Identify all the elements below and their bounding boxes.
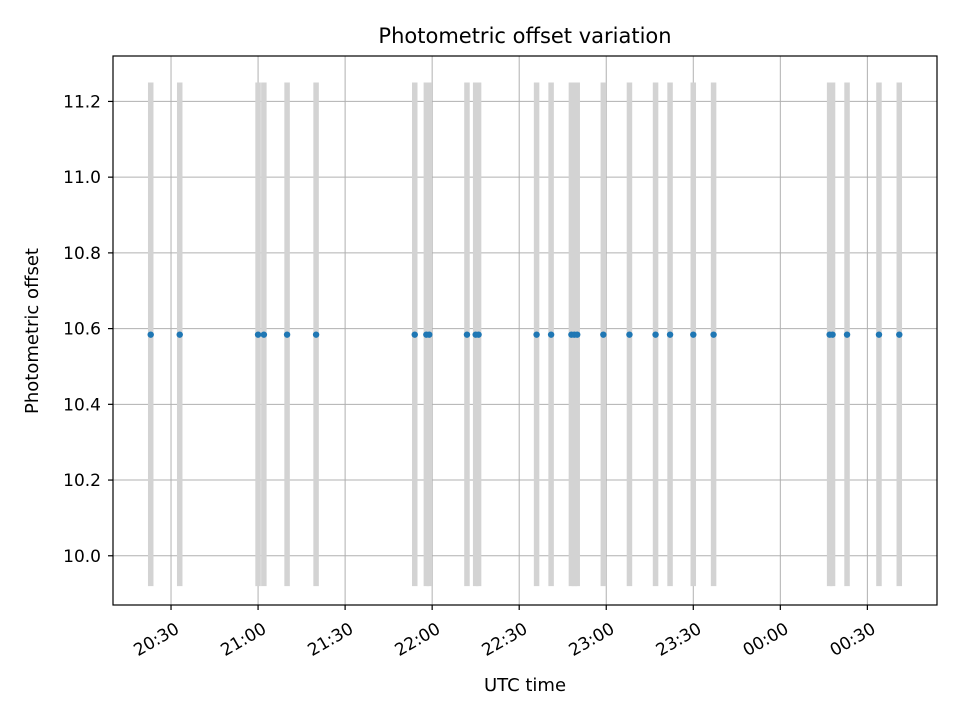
data-point <box>475 331 482 338</box>
data-point <box>690 331 697 338</box>
data-point <box>426 331 433 338</box>
data-point <box>896 331 903 338</box>
y-tick-label: 10.2 <box>63 471 101 491</box>
data-point <box>875 331 883 338</box>
data-point <box>463 331 471 338</box>
data-point <box>574 331 581 338</box>
data-point <box>283 331 291 338</box>
y-tick-label: 11.0 <box>63 168 101 188</box>
data-point <box>626 331 633 338</box>
data-point <box>411 331 418 338</box>
data-point <box>260 331 268 338</box>
data-point <box>829 331 836 338</box>
data-point <box>176 331 183 338</box>
x-axis-title: UTC time <box>484 675 566 696</box>
y-tick-label: 10.0 <box>63 547 101 567</box>
data-point <box>652 331 659 338</box>
y-tick-label: 10.6 <box>63 320 101 340</box>
y-tick-label: 11.2 <box>63 92 101 112</box>
data-point <box>843 331 851 338</box>
data-point <box>600 331 607 338</box>
y-tick-label: 10.8 <box>63 244 101 264</box>
y-axis: 10.0 10.2 10.4 10.6 10.8 11.0 11.2 <box>63 92 113 567</box>
y-axis-title: Photometric offset <box>22 248 43 414</box>
data-point <box>710 331 717 338</box>
chart-title: Photometric offset variation <box>378 24 671 48</box>
data-point <box>533 331 540 338</box>
data-point <box>147 331 154 338</box>
data-point <box>254 331 262 338</box>
y-tick-label: 10.4 <box>63 395 101 415</box>
data-point <box>547 331 555 338</box>
data-point <box>666 331 674 338</box>
plot-frame <box>112 55 938 606</box>
data-points <box>147 331 903 338</box>
data-point <box>312 331 320 338</box>
